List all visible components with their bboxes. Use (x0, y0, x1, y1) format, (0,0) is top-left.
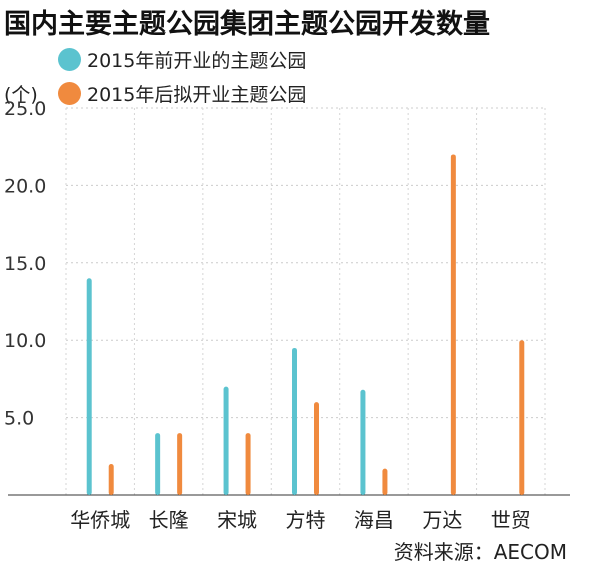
bar-after-2015 (177, 433, 183, 495)
bar-after-2015 (450, 154, 456, 495)
x-tick-label: 方特 (286, 508, 326, 532)
bar-before-2015 (360, 389, 366, 495)
y-axis-unit: (个) (4, 84, 38, 106)
bar-before-2015 (223, 386, 229, 495)
bar-before-2015 (292, 347, 297, 495)
y-tick-label: 25.0 (4, 98, 46, 120)
x-tick-label: 宋城 (217, 508, 257, 532)
legend-item-after-2015: 2015年后拟开业主题公园 (58, 80, 306, 107)
y-tick-label: 5.0 (4, 408, 34, 430)
bar-after-2015 (108, 464, 114, 495)
x-tick-label: 万达 (422, 508, 462, 532)
y-tick-label: 20.0 (4, 175, 46, 197)
legend-swatch-before-2015 (58, 48, 81, 71)
x-tick-label: 海昌 (354, 508, 394, 532)
bar-after-2015 (314, 402, 319, 495)
legend-label-after-2015: 2015年后拟开业主题公园 (87, 84, 307, 106)
x-tick-label: 长隆 (149, 508, 189, 532)
bar-before-2015 (86, 278, 92, 495)
y-tick-label: 10.0 (4, 330, 46, 352)
legend-label-before-2015: 2015年前开业的主题公园 (87, 50, 307, 72)
bar-after-2015 (382, 468, 388, 495)
bar-after-2015 (245, 433, 251, 495)
x-tick-label: 世贸 (491, 508, 531, 532)
y-tick-label: 15.0 (4, 253, 46, 275)
legend-item-before-2015: 2015年前开业的主题公园 (58, 46, 306, 73)
bar-before-2015 (155, 433, 161, 495)
x-tick-label: 华侨城 (70, 508, 130, 532)
bar-after-2015 (519, 340, 525, 495)
legend-swatch-after-2015 (58, 82, 81, 105)
source-note: 资料来源：AECOM (393, 540, 567, 564)
chart-title: 国内主要主题公园集团主题公园开发数量 (4, 9, 490, 40)
